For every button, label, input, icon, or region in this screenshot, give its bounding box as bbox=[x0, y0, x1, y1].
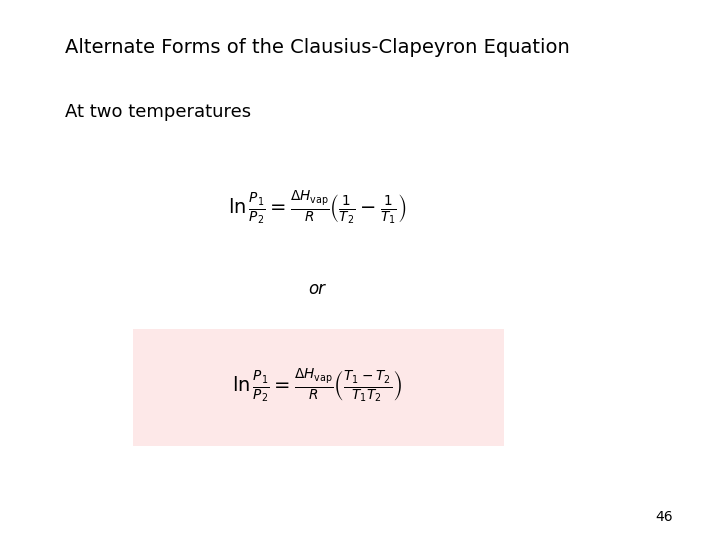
Text: At two temperatures: At two temperatures bbox=[65, 103, 251, 120]
Text: $\ln \frac{P_1}{P_2} = \frac{\Delta H_{\mathrm{vap}}}{R} \left( \frac{1}{T_2} - : $\ln \frac{P_1}{P_2} = \frac{\Delta H_{\… bbox=[228, 190, 406, 226]
Text: Alternate Forms of the Clausius-Clapeyron Equation: Alternate Forms of the Clausius-Clapeyro… bbox=[65, 38, 570, 57]
Text: $\ln \frac{P_1}{P_2} = \frac{\Delta H_{\mathrm{vap}}}{R} \left( \frac{T_1 - T_2}: $\ln \frac{P_1}{P_2} = \frac{\Delta H_{\… bbox=[232, 368, 402, 404]
Text: or: or bbox=[308, 280, 325, 298]
FancyBboxPatch shape bbox=[133, 329, 504, 445]
Text: 46: 46 bbox=[656, 510, 673, 524]
